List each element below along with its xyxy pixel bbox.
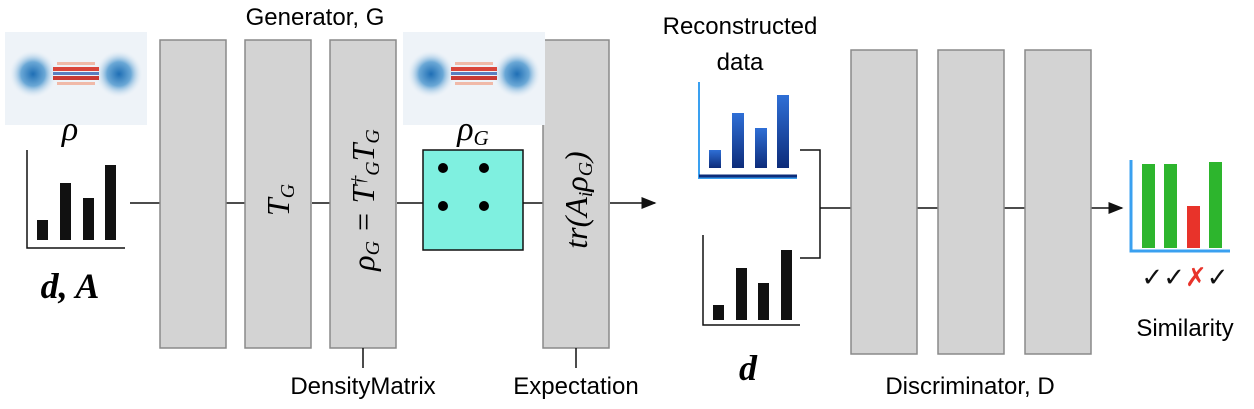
- math-part: †: [348, 175, 370, 186]
- input-data-label: d, A: [41, 266, 100, 306]
- bar-icon: [26, 150, 125, 249]
- math-part: G: [362, 241, 384, 255]
- reconstructed-label: Reconstructed data: [663, 13, 818, 76]
- discriminator-layer: [937, 49, 1005, 355]
- similarity-checks: ✓✓✗✓: [1141, 262, 1228, 292]
- layer-label: TG: [260, 184, 299, 216]
- math-part: ρ: [558, 176, 594, 192]
- data-bar-icon: [702, 235, 800, 326]
- state-image: [403, 32, 545, 125]
- math-part: G: [277, 184, 299, 198]
- math-part: T: [260, 196, 296, 216]
- data-label: d: [739, 348, 758, 388]
- discriminator-title: Discriminator, D: [885, 373, 1054, 400]
- generator-title: Generator, G: [246, 4, 385, 31]
- math-part: i: [575, 192, 597, 198]
- math-part: ρ: [345, 255, 381, 271]
- output-state-label: ρG: [456, 111, 489, 150]
- math-part: ): [558, 151, 594, 164]
- input-state-label: ρ: [61, 111, 78, 148]
- check: ✓: [1141, 262, 1163, 292]
- math-part: G: [362, 129, 384, 143]
- math-part: ρ: [61, 111, 78, 148]
- check: ✗: [1185, 262, 1207, 292]
- discriminator-layer: [850, 49, 918, 355]
- similarity-bar-icon: [1129, 160, 1230, 253]
- math-part: T: [345, 141, 381, 161]
- layer-caption: DensityMatrix: [290, 373, 435, 400]
- math-part: = T: [345, 183, 381, 241]
- layer-label: tr(AiρG): [558, 151, 597, 248]
- layer-caption: Expectation: [513, 373, 638, 400]
- math-part: ρ: [456, 111, 473, 148]
- label-line: Reconstructed: [663, 13, 818, 40]
- math-part: G: [474, 126, 489, 150]
- check: ✓: [1207, 262, 1229, 292]
- check: ✓: [1163, 262, 1185, 292]
- density-matrix-box: [422, 149, 524, 251]
- layer-label: ρG = T†GTG: [345, 129, 384, 271]
- math-part: G: [362, 161, 384, 175]
- generator-layer: [329, 39, 397, 349]
- similarity-label: Similarity: [1136, 315, 1233, 342]
- generator-layer: [159, 39, 227, 349]
- math-part: G: [575, 162, 597, 176]
- math-part: tr(A: [558, 197, 594, 249]
- discriminator-layer: [1024, 49, 1092, 355]
- label-line: data: [717, 49, 764, 76]
- reconstructed-bar-icon: [698, 82, 797, 179]
- generator-layer: [244, 39, 312, 349]
